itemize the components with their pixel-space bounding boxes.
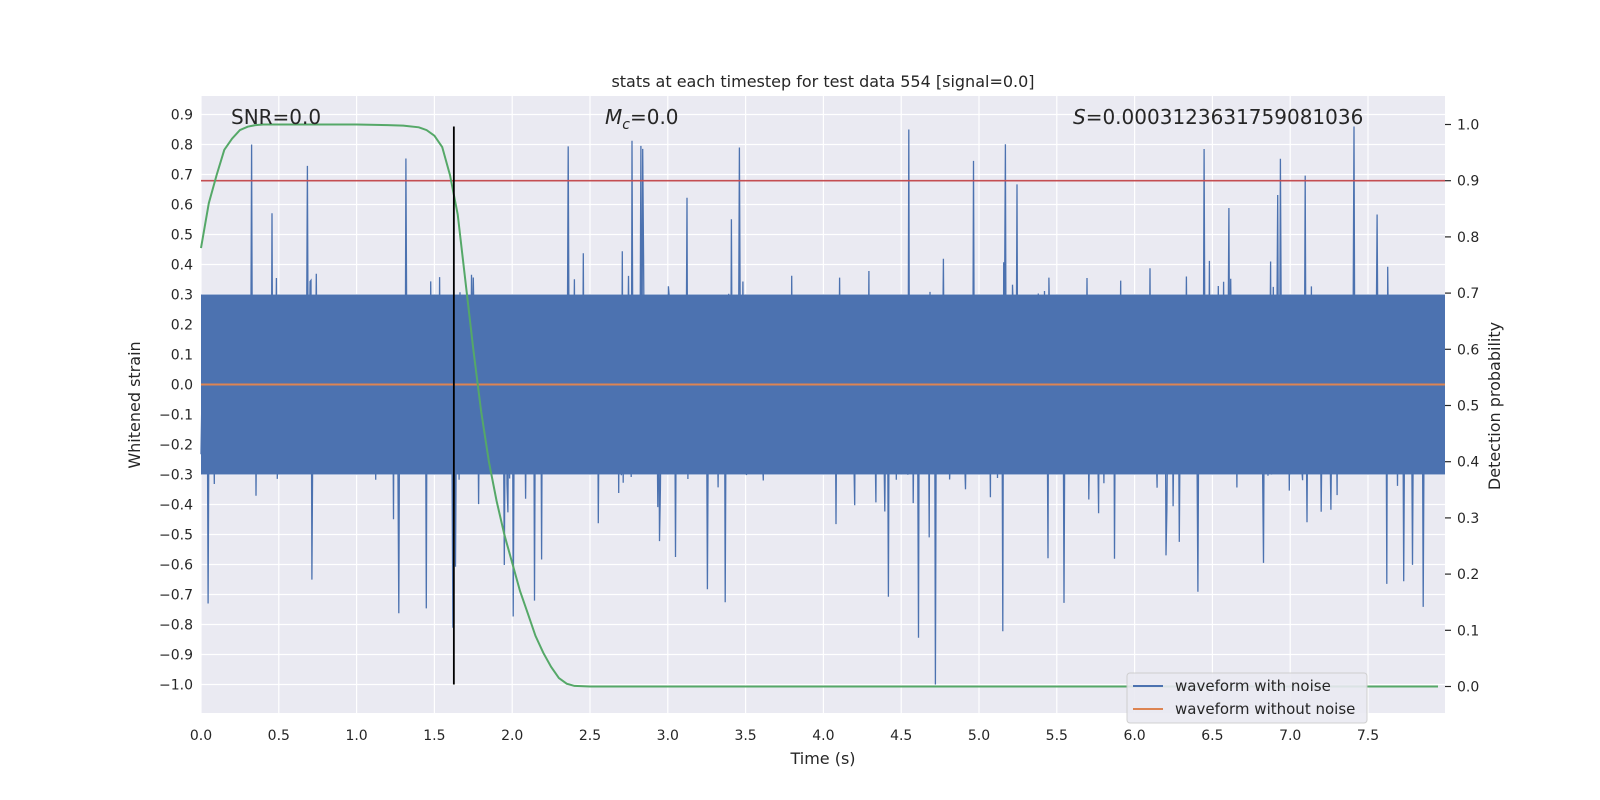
mc-value: =0.0 [630,105,679,129]
snr-annotation: SNR=0.0 [231,105,321,129]
x-tick-label: 3.0 [657,728,679,744]
y-tick-label: 0.7 [171,168,193,184]
x-tick-label: 0.5 [268,728,290,744]
y-tick-label: −0.6 [159,558,193,574]
y-tick-label: 0.1 [171,348,193,364]
right-tick-label: 0.5 [1457,399,1479,415]
mc-symbol: M [605,105,622,129]
y-tick-label: 0.3 [171,288,193,304]
y-tick-label: −1.0 [159,678,193,694]
x-axis-ticks: 0.0 0.5 1.0 1.5 2.0 2.5 3.0 3.5 4.0 4.5 5.0 5.5 6.0 6… [190,728,1379,744]
y-tick-label: 0.6 [171,198,193,214]
legend: waveform with noise waveform without noi… [1126,672,1368,724]
s-symbol: S [1073,105,1086,129]
y-tick-label: 0.5 [171,228,193,244]
right-tick-label: 0.6 [1457,342,1479,358]
y-tick-label: −0.5 [159,528,193,544]
right-tick-label: 1.0 [1457,118,1479,134]
y-tick-label: −0.7 [159,588,193,604]
x-tick-label: 3.5 [734,728,756,744]
right-tick-label: 0.7 [1457,286,1479,302]
y-tick-label: 0.0 [171,378,193,394]
s-value: =0.0003123631759081036 [1086,105,1364,129]
y-tick-label: −0.2 [159,438,193,454]
right-tick-label: 0.3 [1457,511,1479,527]
x-tick-label: 5.0 [968,728,990,744]
y-tick-label: 0.8 [171,138,193,154]
y-tick-label: −0.8 [159,618,193,634]
legend-box [1126,672,1368,724]
x-tick-label: 1.0 [345,728,367,744]
series-detection-probability [200,123,1438,688]
x-tick-label: 0.0 [190,728,212,744]
right-tick-label: 0.9 [1457,174,1479,190]
right-tick-label: 0.4 [1457,455,1479,471]
x-tick-label: 6.0 [1123,728,1145,744]
right-tick-label: 0.2 [1457,567,1479,583]
legend-label-noise: waveform with noise [1175,677,1331,695]
y-tick-label: 0.4 [171,258,193,274]
x-tick-label: 1.5 [423,728,445,744]
mc-annotation: Mc=0.0 [605,105,679,133]
right-axis-ticks: 1.0 0.9 0.8 0.7 0.6 0.5 0.4 0.3 0.2 0.1 0.0 [1445,118,1479,696]
y-tick-label: −0.9 [159,648,193,664]
y-tick-label: 0.9 [171,108,193,124]
right-tick-label: 0.0 [1457,680,1479,696]
x-tick-label: 6.5 [1201,728,1223,744]
y-tick-label: −0.3 [159,468,193,484]
x-tick-label: 7.5 [1357,728,1379,744]
x-axis-label: Time (s) [789,749,855,768]
s-annotation: S=0.0003123631759081036 [1073,105,1363,129]
legend-label-clean: waveform without noise [1175,700,1355,718]
x-tick-label: 7.0 [1279,728,1301,744]
right-tick-label: 0.1 [1457,623,1479,639]
x-tick-label: 4.5 [890,728,912,744]
y-axis-label: Whitened strain [125,341,144,468]
x-tick-label: 5.5 [1046,728,1068,744]
x-tick-label: 4.0 [812,728,834,744]
y-tick-label: −0.4 [159,498,193,514]
mc-subscript: c [622,117,630,133]
x-tick-label: 2.5 [579,728,601,744]
y-tick-label: 0.2 [171,318,193,334]
y-tick-label: −0.1 [159,408,193,424]
y-axis-ticks: 0.9 0.8 0.7 0.6 0.5 0.4 0.3 0.2 0.1 0.0 −0.1 −0.2 −0… [159,108,193,694]
chart-title: stats at each timestep for test data 554… [611,72,1034,91]
x-tick-label: 2.0 [501,728,523,744]
right-tick-label: 0.8 [1457,230,1479,246]
right-axis-label: Detection probability [1485,322,1504,490]
